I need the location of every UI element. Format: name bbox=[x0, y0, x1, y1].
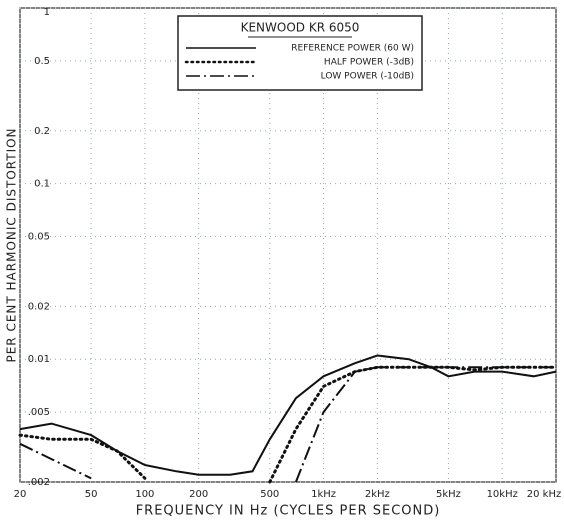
y-tick-label: 0.1 bbox=[34, 179, 50, 190]
x-tick-label: 50 bbox=[85, 489, 98, 500]
y-tick-label: 1 bbox=[44, 7, 50, 18]
x-tick-label: 100 bbox=[135, 489, 154, 500]
y-tick-label: 0.01 bbox=[28, 354, 50, 365]
y-axis-label: PER CENT HARMONIC DISTORTION bbox=[5, 127, 19, 362]
legend-title: KENWOOD KR 6050 bbox=[241, 21, 360, 35]
legend-box bbox=[177, 15, 423, 91]
series-line bbox=[19, 366, 556, 483]
legend-label: REFERENCE POWER (60 W) bbox=[291, 44, 414, 54]
x-tick-label: 20 bbox=[14, 489, 27, 500]
y-tick-label: .005 bbox=[28, 407, 50, 418]
plot-frame bbox=[19, 7, 557, 483]
x-tick-label: 200 bbox=[189, 489, 208, 500]
x-axis-label: FREQUENCY IN Hz (CYCLES PER SECOND) bbox=[136, 504, 441, 519]
y-tick-label: 0.5 bbox=[34, 56, 50, 67]
legend-label: LOW POWER (-10dB) bbox=[321, 72, 414, 82]
x-tick-label: 20 kHz bbox=[527, 489, 561, 500]
legend-label: HALF POWER (-3dB) bbox=[324, 58, 414, 68]
legend: KENWOOD KR 6050 REFERENCE POWER (60 W) HA… bbox=[177, 15, 423, 91]
y-tick-label: 0.05 bbox=[28, 231, 50, 242]
y-tick-label: 0.02 bbox=[28, 301, 50, 312]
y-tick-label: .002 bbox=[28, 477, 50, 488]
x-tick-label: 2kHz bbox=[365, 489, 390, 500]
x-tick-label: 500 bbox=[260, 489, 279, 500]
y-tick-label: 0.2 bbox=[34, 126, 50, 137]
x-tick-label: 1kHz bbox=[311, 489, 336, 500]
series-line bbox=[18, 365, 558, 484]
x-tick-label: 5kHz bbox=[436, 489, 461, 500]
series-line bbox=[19, 354, 557, 476]
x-tick-label: 10kHz bbox=[487, 489, 518, 500]
